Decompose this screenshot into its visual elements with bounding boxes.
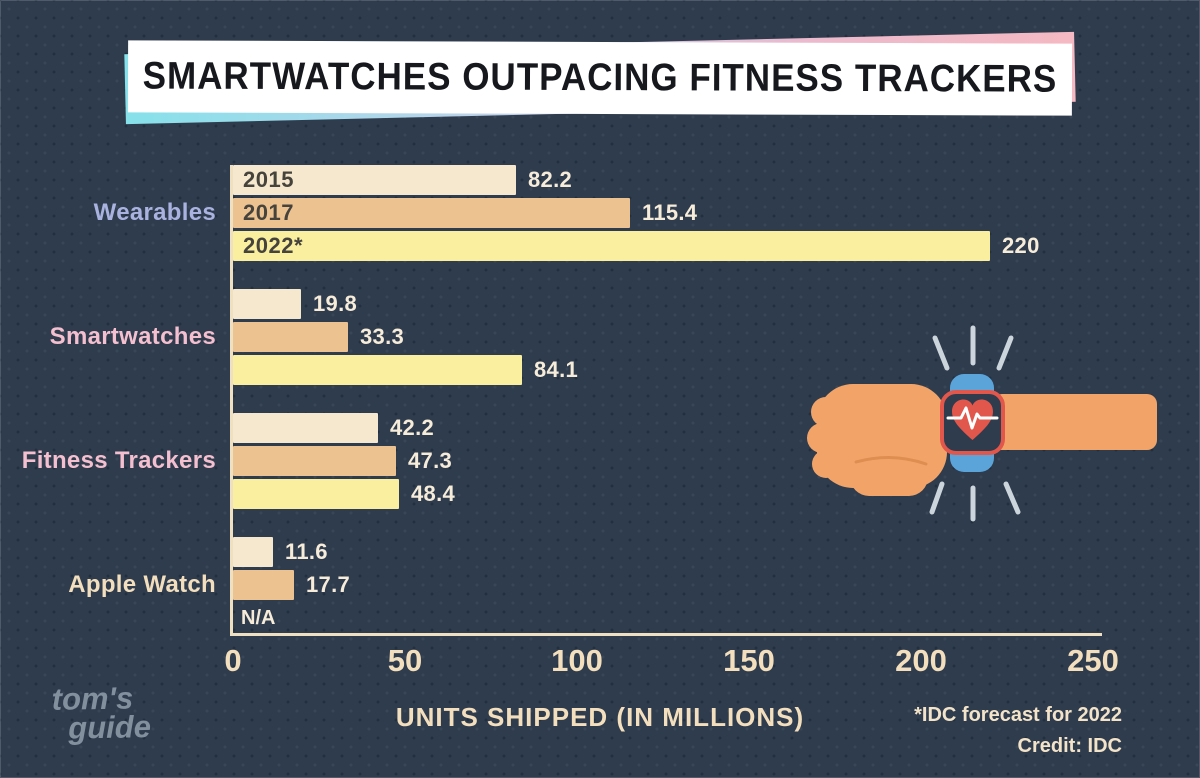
- bar-wearables-2017: 2017: [233, 198, 630, 228]
- series-label: 2022*: [243, 233, 304, 258]
- bar-row-apple-watch-2022-: N/A: [233, 603, 275, 633]
- value-label: 48.4: [411, 481, 456, 506]
- bar-row-fitness-trackers-2022-: 48.4: [233, 479, 455, 509]
- x-tick-200: 200: [895, 643, 947, 678]
- value-label: 33.3: [360, 324, 405, 349]
- bar-row-fitness-trackers-2015: 42.2: [233, 413, 434, 443]
- x-axis-ticks: 0 50 100 150 200 250: [224, 633, 1118, 693]
- plot-area: 2015 82.2 2017 115.4 2022* 220 19.8 33.3 84.1 42.…: [224, 165, 1119, 678]
- value-label: 220: [1002, 233, 1040, 258]
- bar-wearables-2015: 2015: [233, 165, 516, 195]
- x-axis-label: UNITS SHIPPED (IN MILLIONS): [395, 702, 805, 732]
- chart-title: SMARTWATCHES OUTPACING FITNESS TRACKERS: [142, 54, 1058, 101]
- series-label: 2015: [243, 167, 294, 192]
- value-label: 19.8: [313, 291, 358, 316]
- ecg-line: [946, 406, 999, 430]
- x-tick-150: 150: [723, 643, 775, 678]
- value-label: 47.3: [408, 448, 453, 473]
- bar-smartwatches-2015: [233, 289, 301, 319]
- value-label: 115.4: [642, 200, 698, 225]
- x-tick-250: 250: [1067, 643, 1119, 678]
- value-label: 82.2: [528, 167, 573, 192]
- banner-white-panel: SMARTWATCHES OUTPACING FITNESS TRACKERS: [127, 40, 1073, 116]
- category-label-apple-watch: Apple Watch: [68, 571, 216, 598]
- bars-container: 2015 82.2 2017 115.4 2022* 220 19.8 33.3 84.1 42.…: [233, 165, 1102, 636]
- bar-row-apple-watch-2017: 17.7: [233, 570, 350, 600]
- x-tick-0: 0: [224, 643, 242, 678]
- bar-smartwatches-2022-: [233, 355, 522, 385]
- toms-guide-logo: tom's guide: [51, 680, 152, 747]
- value-label: 11.6: [285, 539, 328, 564]
- title-banner: SMARTWATCHES OUTPACING FITNESS TRACKERS: [124, 31, 1076, 125]
- value-label: 42.2: [390, 415, 435, 440]
- na-label: N/A: [241, 606, 276, 629]
- bar-fitness-trackers-2022-: [233, 479, 399, 509]
- bar-row-apple-watch-2015: 11.6: [233, 537, 328, 567]
- bar-apple-watch-2017: [233, 570, 294, 600]
- x-tick-100: 100: [551, 643, 603, 678]
- bar-fitness-trackers-2017: [233, 446, 396, 476]
- bar-fitness-trackers-2015: [233, 413, 378, 443]
- bar-row-smartwatches-2017: 33.3: [233, 322, 404, 352]
- motion-lines: [929, 325, 1021, 522]
- bar-row-smartwatches-2022-: 84.1: [233, 355, 578, 385]
- footnote-forecast-note: *IDC forecast for 2022: [914, 704, 1122, 726]
- category-label-wearables: Wearables: [93, 199, 216, 226]
- footnote-credit: Credit: IDC: [1017, 735, 1122, 757]
- category-label-smartwatches: Smartwatches: [49, 323, 216, 350]
- arm-and-fist: [807, 384, 1157, 496]
- value-label: 84.1: [534, 357, 579, 382]
- bar-row-wearables-2015: 2015 82.2: [233, 165, 572, 195]
- logo-line2: guide: [67, 709, 152, 747]
- bar-smartwatches-2017: [233, 322, 348, 352]
- heart-icon: [952, 399, 993, 440]
- series-label: 2017: [243, 200, 294, 225]
- bar-row-smartwatches-2015: 19.8: [233, 289, 357, 319]
- smartwatch-arm-illustration: [807, 325, 1157, 522]
- bar-wearables-2022-: 2022*: [233, 231, 990, 261]
- category-label-fitness-trackers: Fitness Trackers: [21, 447, 216, 474]
- x-tick-50: 50: [387, 643, 423, 678]
- footnote: *IDC forecast for 2022 Credit: IDC: [914, 700, 1122, 762]
- bar-apple-watch-2015: [233, 537, 273, 567]
- smartwatch: [940, 374, 1005, 472]
- bar-row-fitness-trackers-2017: 47.3: [233, 446, 452, 476]
- value-label: 17.7: [306, 572, 351, 597]
- bar-row-wearables-2022-: 2022* 220: [233, 231, 1040, 261]
- bar-row-wearables-2017: 2017 115.4: [233, 198, 697, 228]
